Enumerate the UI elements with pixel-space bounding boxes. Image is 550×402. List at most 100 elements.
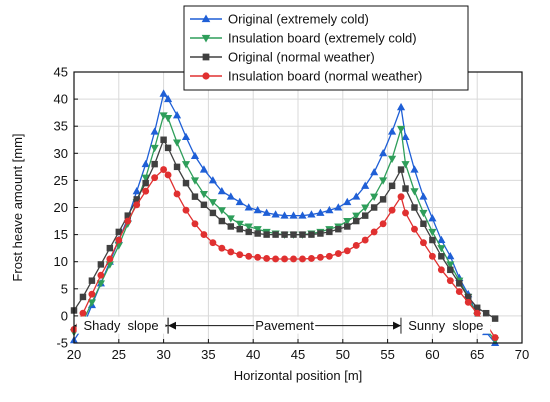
data-point [227, 223, 235, 230]
data-point [464, 298, 472, 306]
legend-box [183, 5, 469, 91]
data-point [438, 253, 445, 260]
data-point [353, 217, 360, 225]
data-point [96, 280, 105, 288]
data-point [263, 255, 271, 262]
data-point [456, 280, 463, 287]
x-tick-label: 45 [291, 347, 305, 362]
x-tick-label: 60 [425, 347, 439, 362]
data-point [254, 230, 261, 237]
series-4 [70, 166, 499, 342]
data-point [79, 293, 87, 301]
data-point [199, 190, 209, 199]
data-point [299, 231, 306, 238]
series-group [69, 89, 500, 347]
data-point [379, 149, 388, 157]
legend-label: Original (extremely cold) [228, 12, 369, 27]
data-point [446, 261, 455, 269]
y-tick-label: 45 [54, 65, 68, 80]
data-point [181, 161, 191, 169]
data-point [190, 177, 200, 185]
data-point [133, 201, 141, 209]
data-point [465, 293, 472, 301]
data-point [379, 196, 387, 203]
y-tick-label: 5 [61, 281, 68, 296]
data-point [401, 161, 410, 169]
data-point [199, 165, 209, 173]
data-point [419, 209, 428, 218]
data-point [163, 94, 173, 103]
data-point [352, 242, 360, 249]
data-point [420, 220, 427, 227]
data-point [115, 228, 123, 236]
legend-marker [202, 72, 210, 80]
data-point [150, 127, 159, 135]
data-point [420, 239, 427, 247]
data-point [209, 209, 217, 217]
data-point [317, 230, 324, 237]
data-point [343, 197, 352, 206]
y-tick-label: 0 [61, 308, 68, 323]
data-point [491, 315, 499, 322]
data-point [411, 225, 418, 233]
data-point [160, 136, 167, 143]
data-point [361, 212, 369, 219]
data-point [396, 102, 406, 111]
x-tick-label: 65 [470, 347, 484, 362]
data-point [361, 236, 369, 244]
data-point [181, 132, 191, 141]
region-annotation: Sunny slope [401, 316, 491, 334]
data-point [263, 231, 270, 238]
data-point [388, 206, 396, 214]
data-point [370, 204, 378, 211]
data-point [272, 231, 279, 238]
data-point [226, 192, 235, 200]
data-point [271, 210, 280, 218]
x-axis-title: Horizontal position [m] [234, 368, 363, 383]
data-point [141, 174, 150, 182]
legend-label: Insulation board (extremely cold) [228, 31, 417, 46]
region-label: Sunny slope [408, 318, 483, 333]
y-tick-label: 20 [54, 200, 68, 215]
data-point [150, 144, 159, 153]
data-point [388, 182, 396, 190]
data-point [226, 215, 235, 223]
data-point [308, 231, 315, 238]
region-annotation: Pavement [168, 316, 402, 334]
data-point [281, 255, 288, 263]
data-point [455, 288, 463, 295]
data-point [308, 255, 315, 262]
data-point [387, 127, 397, 135]
data-point [151, 160, 158, 168]
x-tick-label: 25 [112, 347, 126, 362]
data-point [473, 304, 481, 311]
data-point [88, 277, 96, 284]
data-point [290, 231, 297, 238]
data-point [172, 111, 182, 119]
x-tick-label: 40 [246, 347, 260, 362]
data-point [236, 225, 243, 233]
data-point [200, 201, 208, 209]
data-point [379, 220, 387, 228]
region-label: Shady slope [83, 318, 158, 333]
data-point [163, 115, 173, 123]
data-point [254, 253, 262, 261]
data-point [245, 228, 252, 236]
data-point [402, 185, 409, 192]
x-tick-label: 50 [336, 347, 350, 362]
legend-label: Insulation board (normal weather) [228, 69, 422, 84]
data-point [428, 214, 437, 222]
data-point [397, 193, 405, 201]
legend-entry: Insulation board (extremely cold) [190, 31, 417, 46]
data-point [289, 211, 298, 219]
data-point [307, 210, 316, 218]
data-point [236, 251, 244, 259]
data-point [437, 245, 446, 253]
axis-ticks: 20 25 30 35 40 45 50 55 60 65 70 -5 0 5 10 15 20 25 30 35 40… [54, 65, 530, 363]
legend-entry: Original (extremely cold) [190, 12, 369, 27]
data-point [182, 206, 190, 214]
y-tick-label: 25 [54, 173, 68, 188]
data-point [446, 251, 455, 260]
data-point [446, 277, 454, 285]
